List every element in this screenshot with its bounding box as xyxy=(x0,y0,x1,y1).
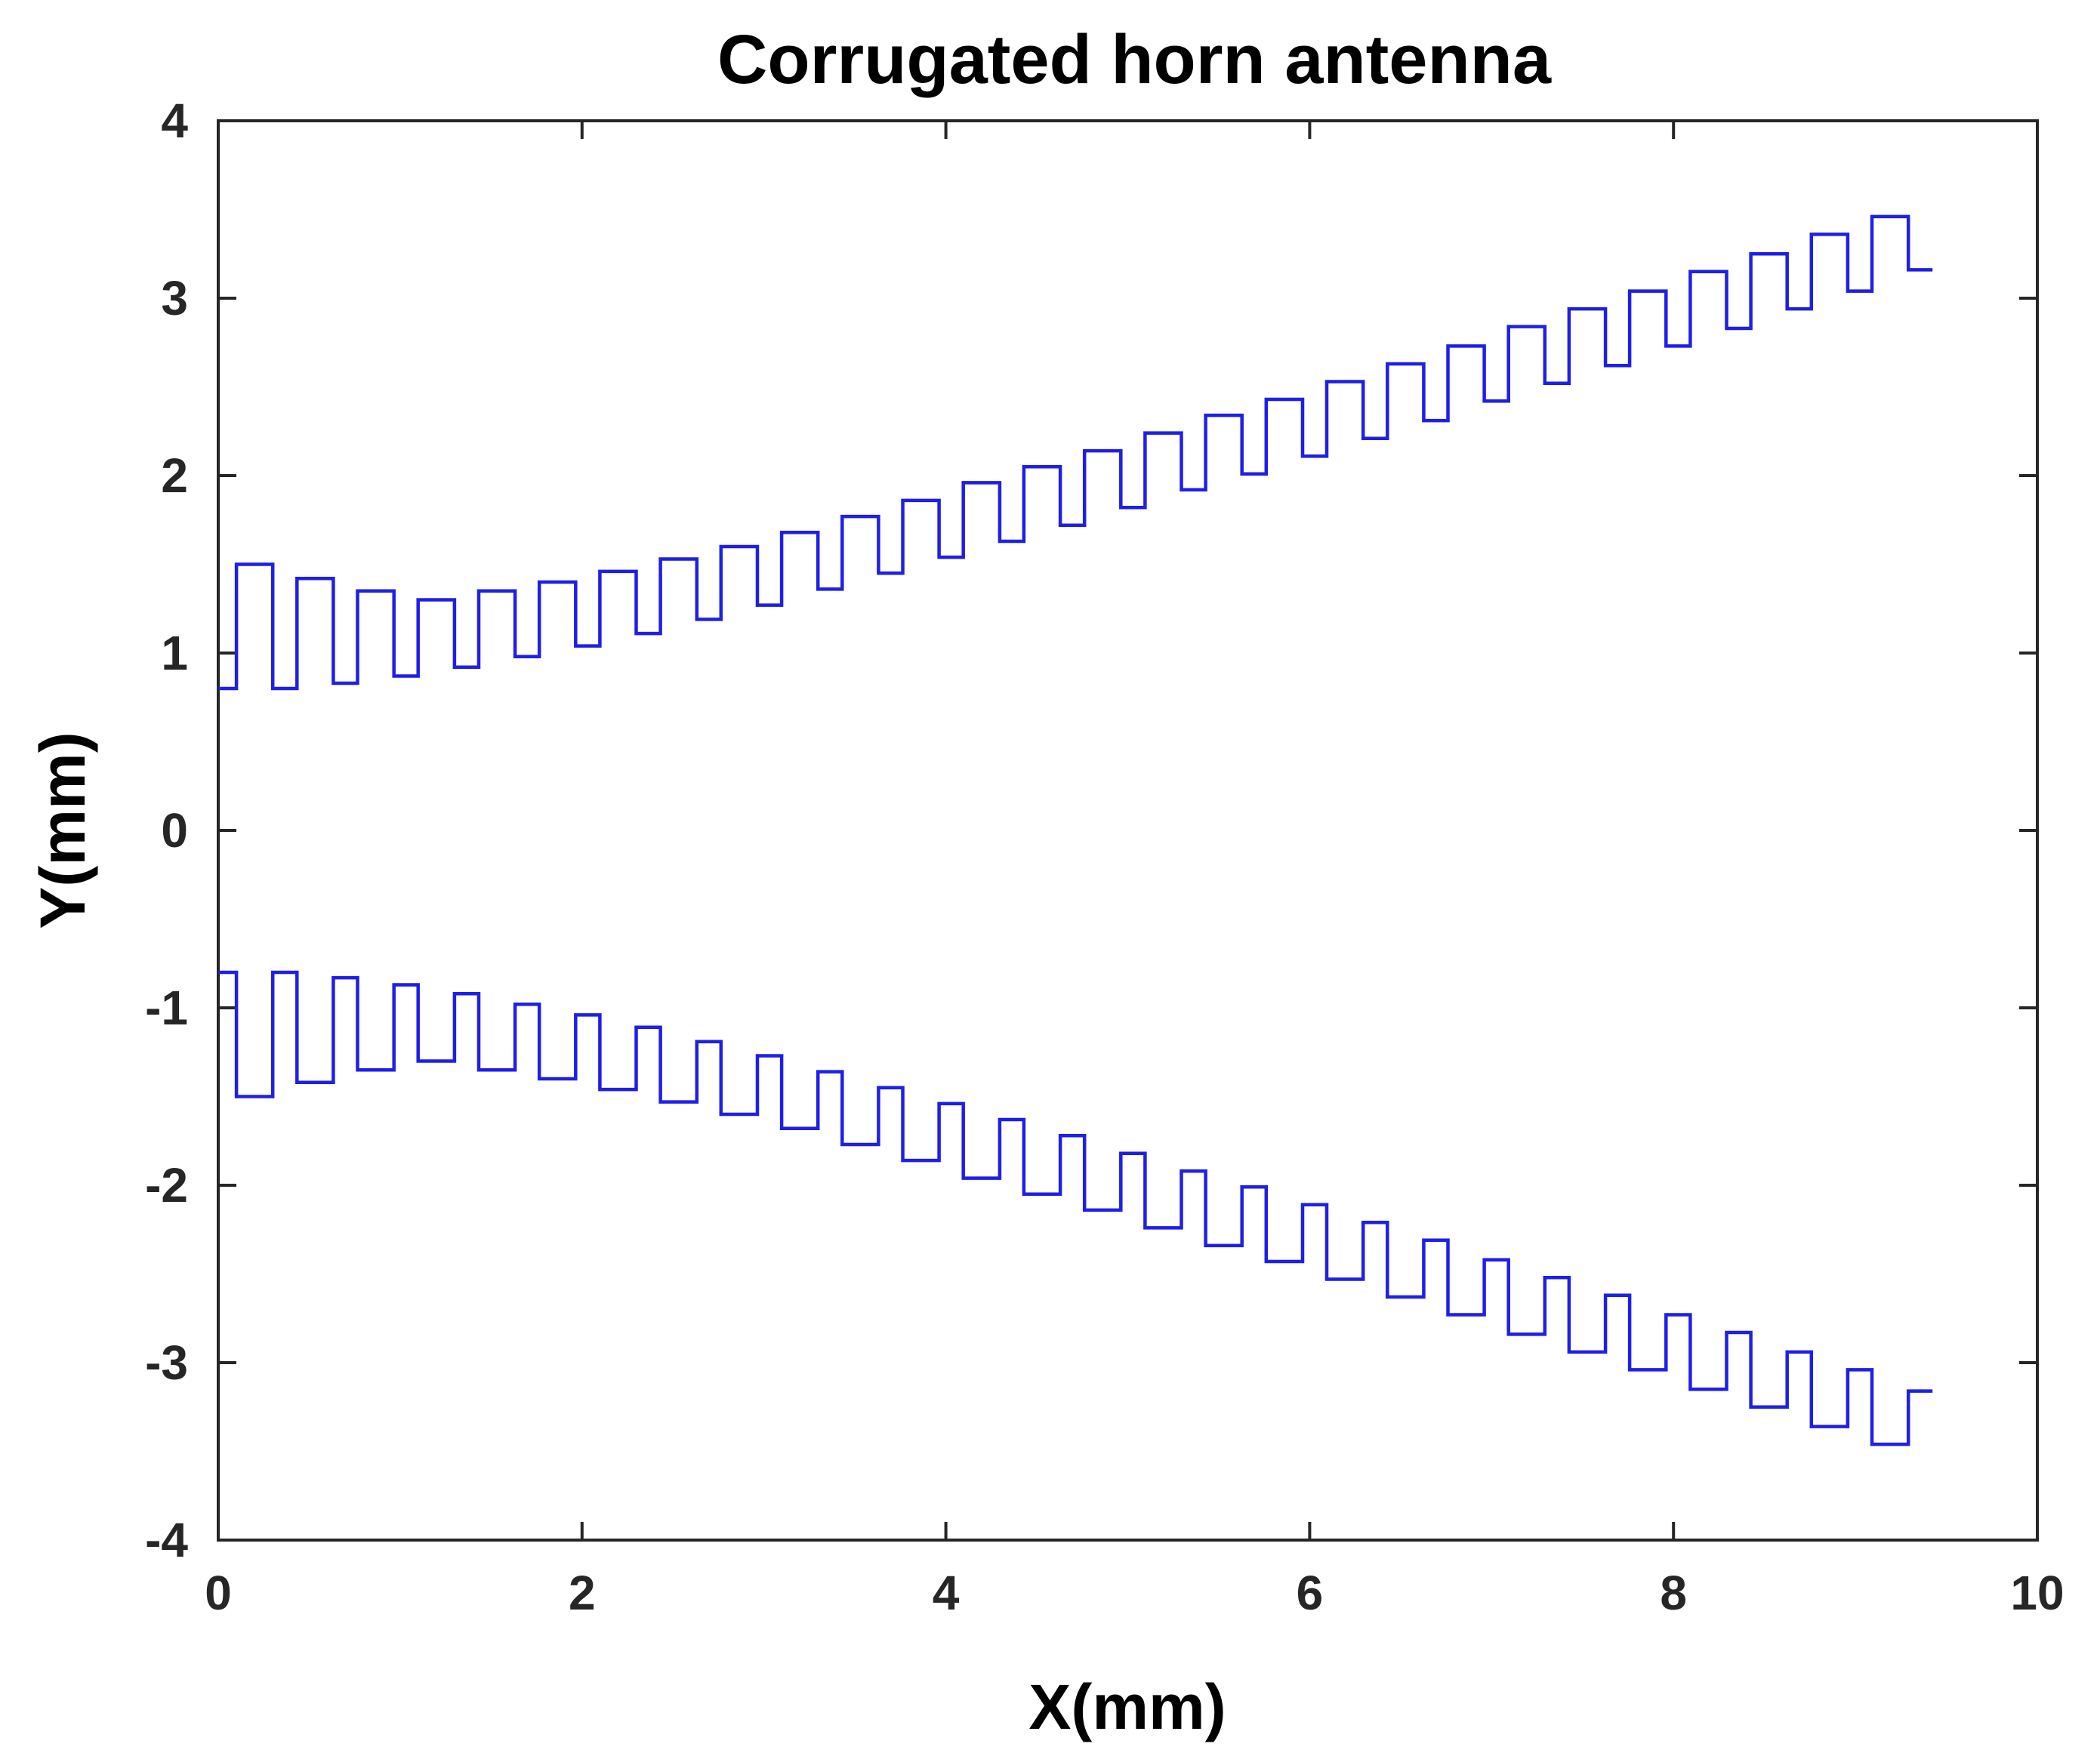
y-tick-label: 1 xyxy=(161,626,188,680)
horn-profile-lower xyxy=(218,970,1933,1446)
plot-frame xyxy=(217,119,2039,1542)
x-tick-label: 8 xyxy=(1660,1566,1687,1620)
y-axis-label: Y(mm) xyxy=(27,732,98,929)
x-axis-label: X(mm) xyxy=(1028,1671,1226,1742)
y-tick-label: 0 xyxy=(161,803,188,858)
y-tick-label: 4 xyxy=(161,94,188,148)
y-tick-label: -1 xyxy=(145,981,188,1035)
series-layer xyxy=(218,214,1933,1446)
x-tick-label: 0 xyxy=(205,1566,232,1620)
y-tick-label: -4 xyxy=(145,1513,188,1567)
x-tick-label: 2 xyxy=(569,1566,596,1620)
axis-tick-labels: 0 2 4 6 8 10 -4 -3 -2 -1 0 1 2 3 4 xyxy=(145,94,2065,1620)
y-tick-label: 3 xyxy=(161,271,188,325)
y-tick-label: -3 xyxy=(145,1335,188,1390)
chart-title: Corrugated horn antenna xyxy=(717,21,1552,98)
x-tick-label: 4 xyxy=(933,1566,960,1620)
horn-profile-upper xyxy=(218,214,1933,691)
y-tick-label: 2 xyxy=(161,448,188,503)
x-tick-label: 10 xyxy=(2010,1566,2064,1620)
axis-ticks xyxy=(217,119,2039,1542)
x-tick-label: 6 xyxy=(1297,1566,1324,1620)
y-tick-label: -2 xyxy=(145,1158,188,1212)
